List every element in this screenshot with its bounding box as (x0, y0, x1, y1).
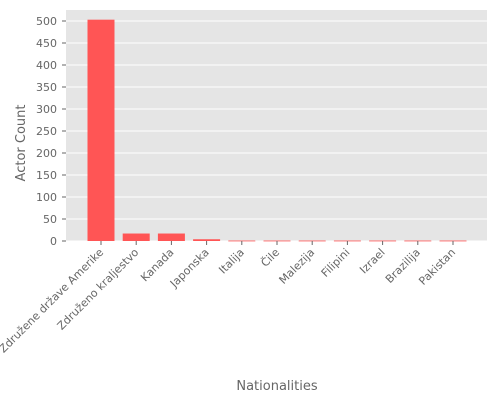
bar (298, 240, 326, 242)
y-tick-label: 150 (36, 169, 57, 182)
gridlines (66, 20, 487, 242)
y-axis-title: Actor Count (14, 105, 29, 182)
x-tick-label: Malezija (277, 246, 318, 287)
y-tick-label: 0 (50, 235, 57, 248)
bar (157, 233, 185, 241)
x-tick-label: Filipini (319, 246, 353, 280)
bar (263, 240, 291, 242)
bar (87, 19, 115, 242)
plot-background (66, 10, 487, 241)
x-tick-label: Izrael (357, 246, 387, 276)
bar (439, 240, 467, 242)
y-tick-label: 350 (36, 81, 57, 94)
y-tick-label: 200 (36, 147, 57, 160)
bar (369, 240, 397, 242)
x-tick-label: Čile (258, 246, 282, 270)
x-axis-title: Nationalities (236, 379, 317, 394)
y-tick-label: 250 (36, 125, 57, 138)
y-tick-label: 300 (36, 103, 57, 116)
bar (404, 240, 432, 242)
bar (228, 240, 256, 242)
y-tick-label: 400 (36, 59, 57, 72)
bar (122, 233, 150, 241)
bars (87, 19, 467, 242)
bar (333, 240, 361, 242)
y-axis-ticks: 0 50 100 150 200 250 300 350 400 450 500 (36, 15, 66, 248)
y-tick-label: 100 (36, 191, 57, 204)
y-tick-label: 500 (36, 15, 57, 28)
bar (193, 239, 221, 241)
x-tick-label: Pakistan (416, 246, 458, 288)
y-tick-label: 450 (36, 37, 57, 50)
y-tick-label: 50 (43, 213, 57, 226)
x-tick-label: Italija (216, 246, 247, 277)
